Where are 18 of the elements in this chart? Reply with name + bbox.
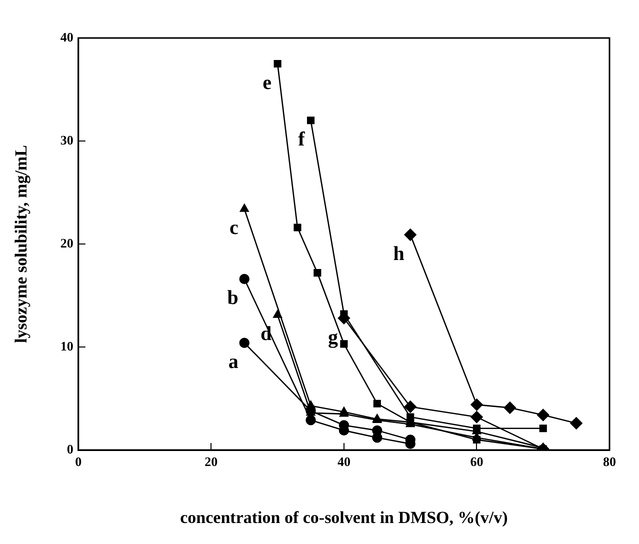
- x-axis-title: concentration of co-solvent in DMSO, %(v/v): [180, 508, 508, 528]
- y-axis-title: lysozyme solubility, mg/mL: [12, 145, 31, 343]
- y-tick-label: 10: [60, 338, 74, 354]
- y-tick-label: 20: [60, 235, 74, 250]
- x-tick-label: 20: [204, 454, 218, 470]
- series-label: e: [262, 72, 272, 94]
- y-tick-label: 0: [66, 441, 74, 456]
- series-label: f: [298, 128, 306, 151]
- series-label: b: [227, 287, 238, 310]
- y-tick-label: 30: [60, 132, 74, 148]
- series-label: c: [229, 217, 238, 240]
- x-tick-label: 80: [603, 454, 616, 470]
- series-label: g: [328, 326, 338, 348]
- x-tick-label: 40: [337, 454, 350, 470]
- x-tick-label: 60: [470, 454, 484, 470]
- y-tick-label: 40: [60, 29, 74, 44]
- series-label: h: [393, 242, 404, 265]
- series-label: a: [228, 351, 238, 374]
